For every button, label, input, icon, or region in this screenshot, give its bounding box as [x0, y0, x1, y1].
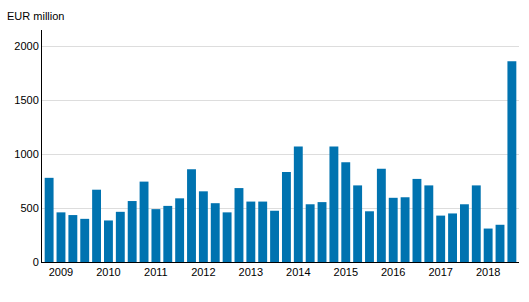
svg-text:2012: 2012 [191, 266, 215, 278]
svg-text:2000: 2000 [14, 40, 38, 52]
svg-text:2011: 2011 [144, 266, 168, 278]
svg-text:2014: 2014 [286, 266, 310, 278]
svg-text:2015: 2015 [334, 266, 358, 278]
svg-text:EUR million: EUR million [7, 10, 64, 22]
svg-text:1500: 1500 [14, 94, 38, 106]
svg-text:0: 0 [33, 256, 39, 268]
svg-text:1000: 1000 [14, 148, 38, 160]
svg-text:2010: 2010 [96, 266, 120, 278]
svg-text:2016: 2016 [381, 266, 405, 278]
svg-text:2009: 2009 [49, 266, 73, 278]
svg-text:500: 500 [20, 202, 38, 214]
svg-text:2013: 2013 [239, 266, 263, 278]
svg-text:2018: 2018 [476, 266, 500, 278]
svg-text:2017: 2017 [428, 266, 452, 278]
